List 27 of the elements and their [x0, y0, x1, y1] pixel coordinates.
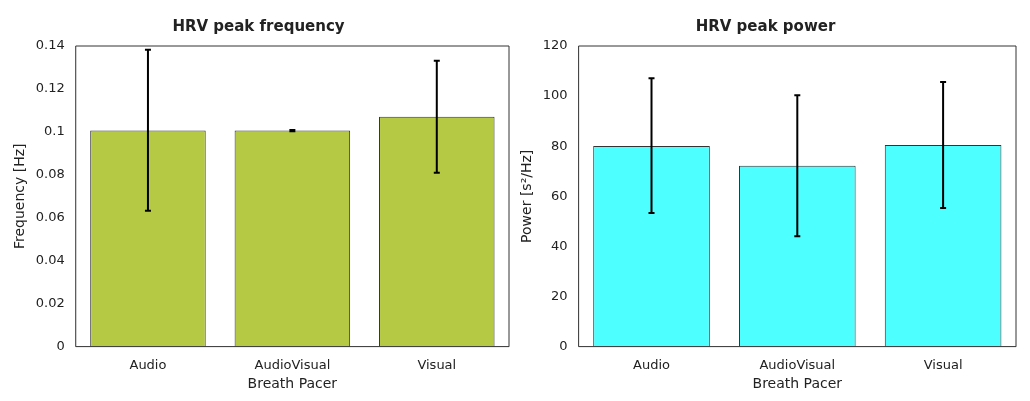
y-tick-label: 0 [559, 337, 568, 353]
y-tick-label: 0.02 [35, 295, 65, 311]
y-tick-label: 0 [56, 337, 65, 353]
x-tick-label: AudioVisual [254, 356, 331, 372]
x-tick-label: AudioVisual [759, 356, 836, 372]
x-axis-title: Breath Pacer [752, 375, 843, 392]
y-axis-title: Frequency [Hz] [11, 143, 28, 250]
chart-title: HRV peak frequency [172, 16, 345, 35]
chart-title: HRV peak power [695, 16, 836, 35]
y-axis-title: Power [s²/Hz] [518, 149, 535, 243]
x-tick-label: Visual [923, 356, 963, 372]
x-axis-title: Breath Pacer [247, 375, 338, 392]
x-tick-label: Audio [129, 356, 167, 372]
y-tick-label: 0.1 [44, 123, 65, 139]
y-tick-label: 40 [551, 237, 568, 253]
y-tick-label: 0.04 [35, 252, 65, 268]
y-tick-label: 60 [551, 187, 568, 203]
y-tick-label: 120 [542, 37, 568, 53]
y-tick-label: 0.06 [35, 209, 65, 225]
y-tick-label: 80 [551, 137, 568, 153]
y-tick-label: 100 [542, 87, 568, 103]
y-tick-label: 0.08 [35, 166, 65, 182]
y-tick-label: 20 [551, 287, 568, 303]
x-tick-label: Visual [417, 356, 457, 372]
y-tick-label: 0.14 [35, 37, 65, 53]
x-tick-label: Audio [633, 356, 671, 372]
y-tick-label: 0.12 [35, 80, 65, 96]
